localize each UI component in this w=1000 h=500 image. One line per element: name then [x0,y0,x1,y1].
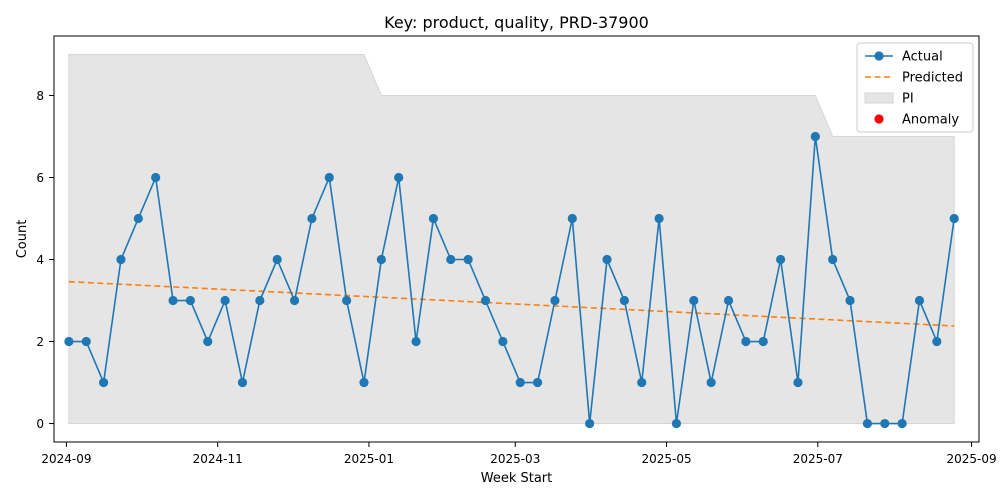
predicted-layer [68,280,955,327]
actual-point [237,377,248,388]
actual-layer [64,131,959,429]
actual-point [776,254,786,265]
x-tick-label: 2025-03 [490,452,540,466]
actual-point [828,254,838,265]
y-tick-label: 6 [36,171,44,185]
actual-point [550,295,560,306]
y-axis-ticks: 0 2 4 6 8 [36,89,54,431]
legend-label: Actual [902,50,943,65]
actual-point [394,172,404,183]
actual-point [307,213,317,224]
actual-point [272,254,282,265]
actual-point [116,254,126,265]
actual-point [689,295,699,306]
actual-point [64,336,74,347]
x-axis-title: Week Start [481,471,553,486]
actual-line [68,136,955,425]
legend-label: Predicted [902,71,963,86]
actual-point [185,295,195,306]
predicted-line [68,280,955,327]
actual-point [897,418,907,429]
x-axis-ticks: 2024-09 2024-11 2025-01 2025-03 2025-05 2025-… [41,442,997,466]
actual-point [810,131,820,142]
y-axis-title: Count [15,220,30,259]
legend-actual-marker [874,51,884,61]
actual-point [498,336,508,347]
actual-point [376,254,386,265]
x-tick-label: 2024-09 [41,452,91,466]
actual-point [741,336,751,347]
actual-point [585,418,595,429]
actual-point [932,336,942,347]
actual-point [567,213,577,224]
actual-point [671,418,682,429]
chart-title: Key: product, quality, PRD-37900 [384,13,649,32]
x-tick-label: 2024-11 [193,452,243,466]
actual-point [602,254,612,265]
x-tick-label: 2025-09 [946,452,996,466]
actual-point [845,295,855,306]
legend-box [856,42,974,133]
y-tick-label: 4 [36,253,44,267]
actual-point [411,336,421,347]
prediction-interval-layer [68,53,955,425]
x-tick-label: 2025-07 [793,452,843,466]
actual-point [793,377,803,388]
actual-point [289,295,300,306]
actual-point [220,295,230,306]
actual-point [98,377,109,388]
actual-point [151,172,161,183]
legend: Actual Predicted PI Anomaly [856,42,974,133]
y-tick-label: 8 [36,89,44,103]
actual-point [255,295,265,306]
y-tick-label: 2 [36,335,44,349]
pi-band [68,53,955,425]
actual-point [359,377,369,388]
x-tick-label: 2025-05 [641,452,691,466]
actual-point [428,213,439,224]
legend-label: PI [902,92,914,107]
actual-point [758,336,768,347]
y-tick-label: 0 [36,417,44,431]
actual-point [446,254,456,265]
x-tick-label: 2025-01 [344,452,394,466]
actual-point [880,418,890,429]
actual-point [342,295,352,306]
actual-point [723,295,734,306]
actual-point [914,295,925,306]
actual-point [706,377,716,388]
actual-point [637,377,647,388]
actual-point [480,295,491,306]
actual-point [949,213,959,224]
actual-point [619,295,629,306]
actual-point [324,172,334,183]
actual-point [532,377,543,388]
actual-point [862,418,873,429]
actual-point [654,213,664,224]
plot-frame [53,35,980,443]
actual-point [133,213,143,224]
actual-point [203,336,213,347]
legend-pi-swatch [864,92,894,104]
actual-point [168,295,178,306]
actual-point [81,336,91,347]
legend-label: Anomaly [902,113,959,128]
actual-point [463,254,473,265]
legend-anomaly-swatch [874,114,884,124]
actual-point [515,377,525,388]
